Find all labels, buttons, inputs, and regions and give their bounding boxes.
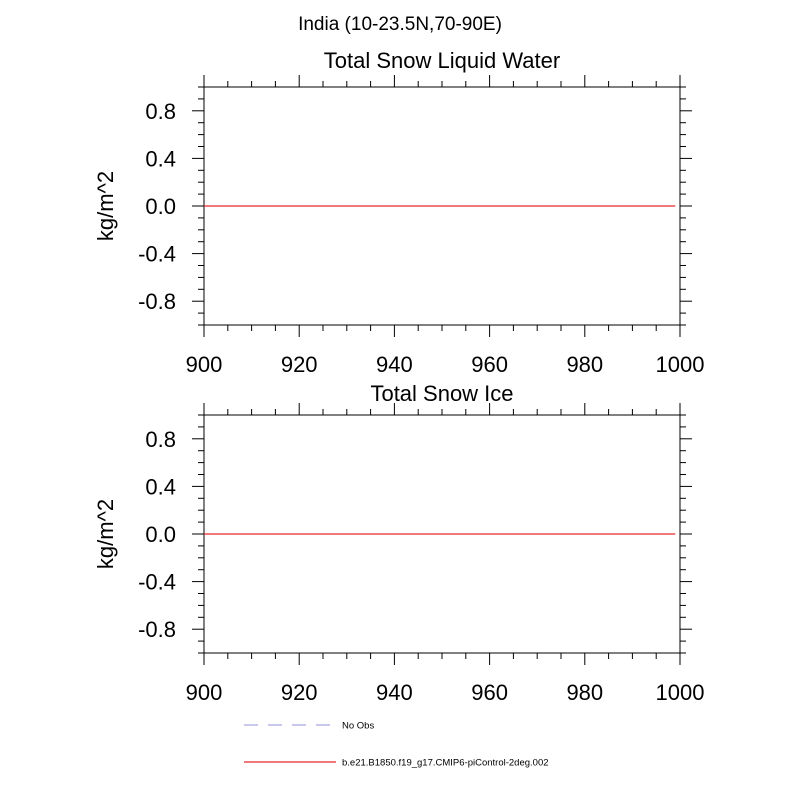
x-tick-label: 920: [281, 680, 318, 705]
y-tick-label: 0.0: [145, 522, 176, 547]
x-tick-label: 940: [376, 680, 413, 705]
x-tick-label: 960: [471, 680, 508, 705]
y-tick-label: 0.8: [145, 99, 176, 124]
figure-title: India (10-23.5N,70-90E): [298, 14, 502, 35]
x-tick-label: 980: [566, 680, 603, 705]
x-tick-label: 900: [186, 352, 223, 377]
y-axis-label: kg/m^2: [93, 499, 118, 569]
legend-label: b.e21.B1850.f19_g17.CMIP6-piControl-2deg…: [342, 758, 549, 769]
y-axis-label: kg/m^2: [93, 171, 118, 241]
y-tick-label: -0.4: [138, 570, 176, 595]
chart-panel-2: Total Snow Ice 900 920 940 960 980 1000 0.8 0.4 0…: [93, 381, 704, 705]
y-tick-label: -0.8: [138, 617, 176, 642]
legend: No Obs b.e21.B1850.f19_g17.CMIP6-piContro…: [244, 721, 549, 769]
y-tick-label: 0.4: [145, 146, 176, 171]
x-tick-label: 980: [566, 352, 603, 377]
y-tick-label: 0.0: [145, 194, 176, 219]
legend-label: No Obs: [342, 721, 374, 732]
x-tick-label: 960: [471, 352, 508, 377]
x-tick-label: 1000: [656, 352, 705, 377]
y-tick-label: -0.4: [138, 242, 176, 267]
y-tick-label: 0.8: [145, 427, 176, 452]
x-tick-label: 940: [376, 352, 413, 377]
x-tick-label: 1000: [656, 680, 705, 705]
chart-panel-1: Total Snow Liquid Water 900 920 940 960 980 10…: [93, 48, 704, 377]
chart-title: Total Snow Liquid Water: [324, 48, 560, 73]
x-tick-label: 920: [281, 352, 318, 377]
y-tick-label: -0.8: [138, 289, 176, 314]
y-tick-label: 0.4: [145, 474, 176, 499]
chart-title: Total Snow Ice: [370, 381, 513, 406]
x-tick-label: 900: [186, 680, 223, 705]
